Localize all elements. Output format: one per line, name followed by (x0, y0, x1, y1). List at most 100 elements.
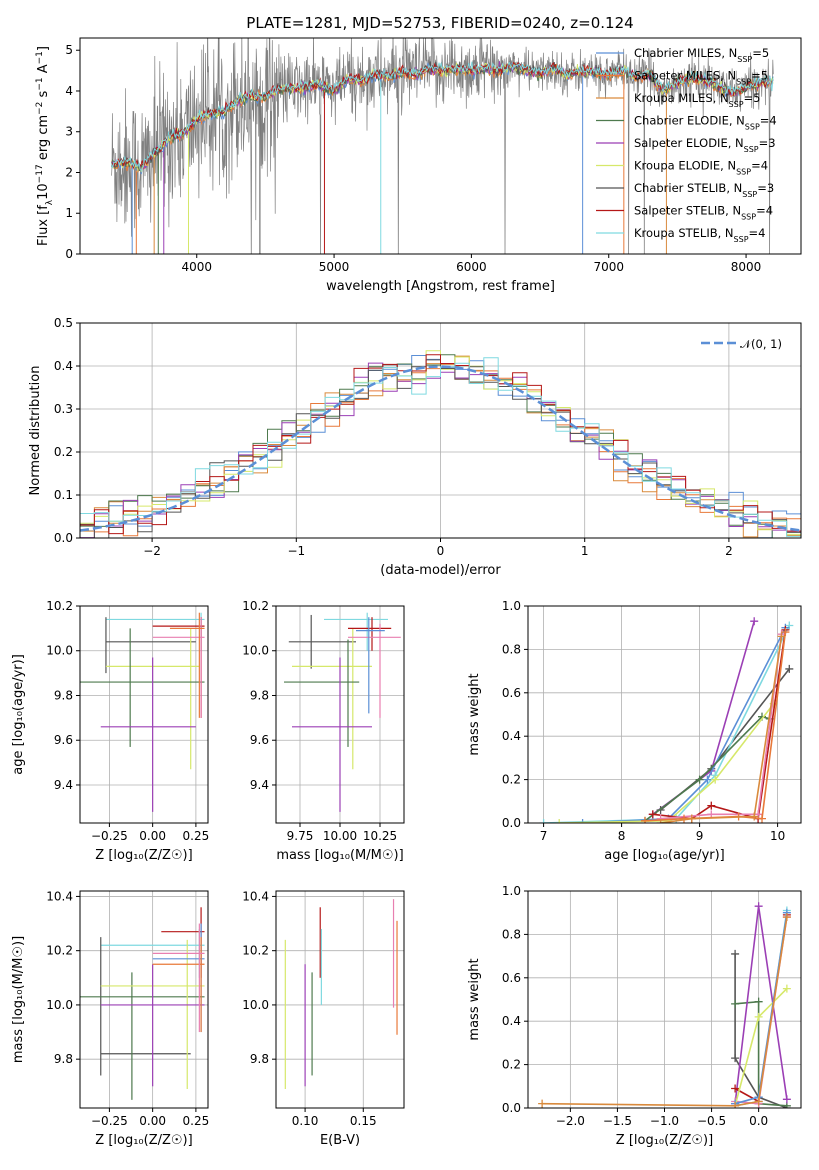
x-tick-label: 2 (725, 544, 733, 558)
y-tick-label: 1.0 (502, 599, 521, 613)
spectrum-y-axis-label: Flux [fλ10−17 erg cm−2 s−1 A−1] (35, 46, 55, 246)
massweight_vs_age-x-axis-label: age [log₁₀(age/yr)] (604, 848, 725, 863)
age_vs_mass-x-axis-label: mass [log₁₀(M/M☉)] (276, 848, 403, 863)
y-tick-label: 9.6 (54, 733, 73, 747)
age_vs_Z-axes: −0.25 0.00 0.25 9.4 9.6 9.8 10.0 10.2 (46, 599, 209, 843)
x-tick-label: −1 (287, 544, 305, 558)
label-part: −17 (35, 164, 45, 183)
residuals-axes: −2 −1 0 1 2 0.0 0.1 0.2 0.3 0.4 0.5 (54, 316, 801, 558)
label-part: −1 (35, 51, 45, 64)
mass-weight-point (782, 913, 791, 922)
legend-suffix: =3 (757, 181, 774, 195)
x-tick-label: 9 (696, 829, 704, 843)
x-tick-label: −0.5 (697, 1114, 726, 1128)
residual-histogram (80, 357, 801, 537)
y-tick-label: 10.2 (46, 599, 73, 613)
legend-suffix: =5 (751, 69, 768, 83)
y-tick-label: 10.0 (242, 998, 269, 1012)
mass-weight-point (555, 819, 564, 823)
x-tick-label: 10 (770, 829, 785, 843)
massweight_vs_Z-frame (527, 890, 802, 1109)
x-tick-label: −0.25 (91, 829, 128, 843)
y-tick-label: 10.0 (46, 998, 73, 1012)
massweight_vs_Z-x-axis-label: Z [log₁₀(Z/Z☉)] (616, 1133, 713, 1148)
legend-entry: Chabrier ELODIE, NSSP=4 (634, 114, 777, 132)
legend-sub: SSP (736, 167, 751, 176)
legend-entry: Chabrier STELIB, NSSP=3 (634, 181, 774, 199)
mass-weight-point (731, 999, 740, 1008)
x-tick-label: 0 (437, 544, 445, 558)
massweight_vs_age-y-axis-label: mass weight (467, 673, 482, 755)
mass-weight-point (711, 775, 720, 784)
age_vs_mass-frame (275, 605, 405, 824)
x-tick-label: 1 (581, 544, 589, 558)
legend-sub: SSP (736, 77, 751, 86)
mass-weight-point (754, 902, 763, 911)
mass-weight-point (731, 1084, 740, 1093)
mass-weight-point (781, 628, 790, 637)
label-part: 10 (36, 183, 51, 200)
y-tick-label: 10.4 (46, 889, 73, 903)
label-part: A (36, 64, 51, 77)
y-tick-label: 0.0 (54, 531, 73, 545)
label-part: Flux [f (36, 205, 51, 246)
x-tick-label: 0.00 (139, 829, 166, 843)
label-part: −2 (35, 102, 45, 115)
legend-suffix: =4 (749, 226, 766, 240)
y-tick-label: 10.2 (242, 944, 269, 958)
y-tick-label: 0.6 (502, 686, 521, 700)
normal-legend-label: 𝒩(0, 1) (740, 337, 782, 351)
y-tick-label: 2 (65, 165, 73, 179)
age_vs_Z-y-axis-label: age [log₁₀(age/yr)] (11, 654, 26, 775)
y-tick-label: 0.4 (502, 729, 521, 743)
y-tick-label: 9.8 (54, 1052, 73, 1066)
model-spectrum-line (111, 61, 774, 172)
y-tick-label: 0.1 (54, 488, 73, 502)
y-tick-label: 10.0 (242, 644, 269, 658)
x-tick-label: 8 (618, 829, 626, 843)
residual-y-axis-label: Normed distribution (28, 366, 43, 496)
massweight_vs_Z-y-axis-label: mass weight (467, 958, 482, 1040)
mass-weight-point (707, 801, 716, 810)
legend-entry: Salpeter MILES, NSSP=5 (634, 69, 768, 87)
x-tick-label: −0.25 (91, 1114, 128, 1128)
y-tick-label: 0.6 (502, 971, 521, 985)
mass_vs_ebv-plot (284, 899, 398, 1090)
mass_vs_Z-frame (79, 890, 209, 1109)
x-tick-label: 0.0 (749, 1114, 768, 1128)
y-tick-label: 0.3 (54, 402, 73, 416)
mass-weight-point (750, 617, 759, 626)
legend-sub: SSP (741, 212, 756, 221)
x-tick-label: −2 (143, 544, 161, 558)
x-tick-label: 9.75 (287, 829, 314, 843)
legend-sub: SSP (734, 235, 749, 244)
y-tick-label: 0.8 (502, 642, 521, 656)
legend-entry: Kroupa ELODIE, NSSP=4 (634, 159, 768, 177)
legend-sub: SSP (729, 100, 744, 109)
x-tick-label: 4000 (181, 260, 212, 274)
label-part: erg cm (36, 115, 51, 164)
y-tick-label: 0.0 (502, 1101, 521, 1115)
label-part: λ (45, 199, 55, 205)
legend-text: Salpeter STELIB, N (634, 204, 741, 218)
legend-text: Chabrier ELODIE, N (634, 114, 745, 128)
mass-weight-point (695, 775, 704, 784)
massweight_vs_Z-axes: −2.0 −1.5 −1.0 −0.5 0.0 0.0 0.2 0.4 0.6 0.8 1.0 (502, 884, 801, 1128)
x-tick-label: −1.5 (603, 1114, 632, 1128)
legend-sub: SSP (737, 55, 752, 64)
y-tick-label: 0.2 (502, 1058, 521, 1072)
legend-text: Salpeter MILES, N (634, 69, 736, 83)
residual-plot (80, 350, 801, 538)
mass-weight-point (754, 1097, 763, 1106)
y-tick-label: 4 (65, 84, 73, 98)
x-tick-label: 7000 (593, 260, 624, 274)
mass-weight-series (644, 715, 771, 822)
legend-entry: Salpeter ELODIE, NSSP=3 (634, 136, 776, 154)
y-tick-label: 0.4 (54, 359, 73, 373)
legend-text: Kroupa ELODIE, N (634, 159, 736, 173)
mass-weight-series (644, 631, 787, 822)
legend-sub: SSP (742, 190, 757, 199)
y-tick-label: 9.8 (250, 1052, 269, 1066)
y-tick-label: 3 (65, 125, 73, 139)
